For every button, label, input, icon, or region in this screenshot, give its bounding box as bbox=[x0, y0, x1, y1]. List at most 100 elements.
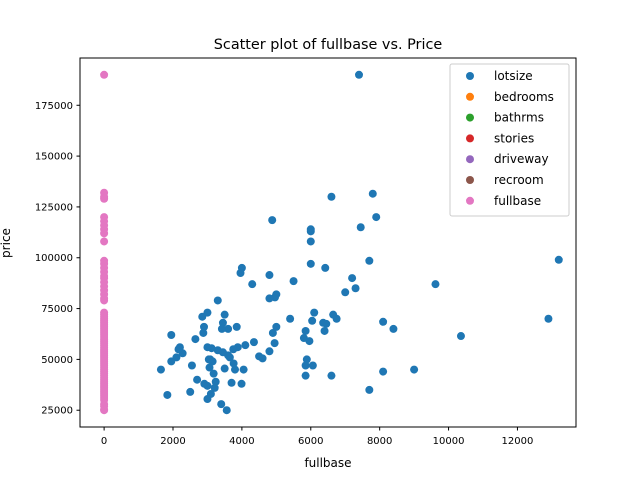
plot-frame bbox=[79, 57, 577, 428]
point-lotsize-84 bbox=[204, 355, 213, 364]
y-tick-label: 25000 bbox=[41, 406, 73, 417]
point-lotsize-37 bbox=[299, 334, 308, 343]
point-lotsize-7 bbox=[379, 317, 388, 326]
point-lotsize-26 bbox=[308, 361, 317, 370]
point-lotsize-11 bbox=[365, 256, 374, 265]
x-tick-label: 6000 bbox=[298, 436, 323, 447]
point-lotsize-27 bbox=[308, 316, 317, 325]
point-lotsize-0 bbox=[355, 70, 363, 79]
point-lotsize-30 bbox=[306, 259, 315, 268]
point-lotsize-88 bbox=[203, 395, 212, 404]
legend-marker-bedrooms bbox=[466, 92, 474, 101]
point-fullbase-8 bbox=[100, 229, 109, 238]
point-fullbase-21 bbox=[100, 296, 109, 305]
y-axis-label: price bbox=[0, 228, 13, 258]
x-tick-label: 12000 bbox=[502, 436, 534, 447]
point-lotsize-51 bbox=[249, 338, 258, 347]
point-lotsize-53 bbox=[241, 341, 250, 350]
point-lotsize-15 bbox=[348, 274, 357, 283]
point-lotsize-18 bbox=[329, 310, 338, 319]
legend-label-recroom: recroom bbox=[494, 173, 544, 187]
point-lotsize-8 bbox=[379, 367, 388, 376]
point-lotsize-65 bbox=[224, 324, 233, 333]
legend-label-stories: stories bbox=[494, 131, 534, 145]
point-lotsize-72 bbox=[217, 324, 226, 333]
point-lotsize-48 bbox=[265, 347, 274, 356]
x-axis-ticks: 0 2000 4000 6000 8000 10000 12000 bbox=[101, 427, 533, 447]
point-lotsize-13 bbox=[356, 223, 365, 232]
point-fullbase-69 bbox=[100, 406, 109, 415]
legend-marker-stories bbox=[466, 134, 474, 143]
point-lotsize-4 bbox=[431, 280, 440, 289]
data-points bbox=[100, 70, 563, 415]
y-tick-label: 150000 bbox=[35, 152, 73, 163]
point-lotsize-74 bbox=[213, 296, 222, 305]
point-lotsize-19 bbox=[327, 192, 336, 201]
point-lotsize-61 bbox=[229, 359, 238, 368]
point-lotsize-24 bbox=[319, 318, 328, 327]
point-lotsize-92 bbox=[198, 312, 207, 321]
point-lotsize-1 bbox=[554, 255, 563, 264]
point-lotsize-46 bbox=[265, 271, 274, 280]
point-lotsize-25 bbox=[310, 308, 319, 317]
point-lotsize-3 bbox=[456, 332, 465, 341]
y-tick-label: 175000 bbox=[35, 101, 73, 112]
legend-box bbox=[449, 63, 570, 217]
point-lotsize-78 bbox=[209, 369, 218, 378]
x-axis-label: fullbase bbox=[304, 456, 351, 470]
point-lotsize-96 bbox=[186, 387, 195, 396]
point-lotsize-91 bbox=[199, 328, 208, 337]
point-fullbase-3 bbox=[100, 194, 109, 203]
point-lotsize-45 bbox=[268, 216, 277, 225]
legend-label-lotsize: lotsize bbox=[494, 69, 533, 83]
point-lotsize-47 bbox=[265, 294, 274, 303]
point-lotsize-104 bbox=[156, 365, 165, 374]
point-lotsize-6 bbox=[389, 324, 398, 333]
legend: lotsize bedrooms bathrms stories driveway rec… bbox=[449, 63, 570, 217]
point-lotsize-68 bbox=[220, 310, 229, 319]
point-lotsize-29 bbox=[306, 237, 315, 246]
point-lotsize-69 bbox=[220, 364, 229, 373]
point-lotsize-39 bbox=[286, 314, 295, 323]
x-tick-label: 0 bbox=[101, 436, 107, 447]
point-lotsize-95 bbox=[187, 361, 196, 370]
point-lotsize-63 bbox=[227, 378, 236, 387]
legend-label-bathrms: bathrms bbox=[494, 111, 544, 125]
point-lotsize-20 bbox=[327, 371, 336, 380]
point-fullbase-0 bbox=[100, 70, 109, 79]
point-lotsize-62 bbox=[229, 345, 238, 354]
y-tick-label: 75000 bbox=[41, 304, 73, 315]
point-lotsize-94 bbox=[191, 335, 200, 344]
point-lotsize-43 bbox=[270, 339, 279, 348]
point-lotsize-77 bbox=[210, 383, 219, 392]
point-lotsize-9 bbox=[372, 213, 381, 222]
point-lotsize-101 bbox=[167, 357, 176, 366]
point-lotsize-2 bbox=[544, 314, 553, 323]
x-tick-label: 4000 bbox=[229, 436, 254, 447]
legend-label-bedrooms: bedrooms bbox=[494, 90, 554, 104]
point-lotsize-90 bbox=[200, 322, 208, 331]
point-lotsize-76 bbox=[211, 377, 220, 386]
point-lotsize-103 bbox=[163, 390, 172, 399]
point-lotsize-12 bbox=[365, 385, 374, 394]
point-lotsize-31 bbox=[306, 225, 315, 234]
point-lotsize-57 bbox=[239, 365, 248, 374]
point-lotsize-73 bbox=[217, 400, 226, 409]
point-lotsize-93 bbox=[193, 375, 202, 384]
point-fullbase-9 bbox=[100, 237, 109, 246]
legend-marker-recroom bbox=[466, 176, 474, 184]
point-lotsize-33 bbox=[302, 355, 311, 364]
y-axis-ticks: 25000 50000 75000 100000 125000 150000 175000 bbox=[35, 101, 80, 417]
x-tick-label: 2000 bbox=[160, 436, 185, 447]
x-tick-label: 8000 bbox=[367, 436, 392, 447]
point-lotsize-14 bbox=[351, 284, 360, 293]
point-lotsize-41 bbox=[272, 322, 281, 331]
point-lotsize-16 bbox=[341, 288, 350, 297]
point-lotsize-23 bbox=[320, 326, 329, 335]
legend-marker-bathrms bbox=[466, 113, 474, 122]
point-lotsize-34 bbox=[301, 361, 310, 370]
point-lotsize-102 bbox=[167, 331, 176, 339]
legend-label-fullbase: fullbase bbox=[494, 194, 541, 208]
